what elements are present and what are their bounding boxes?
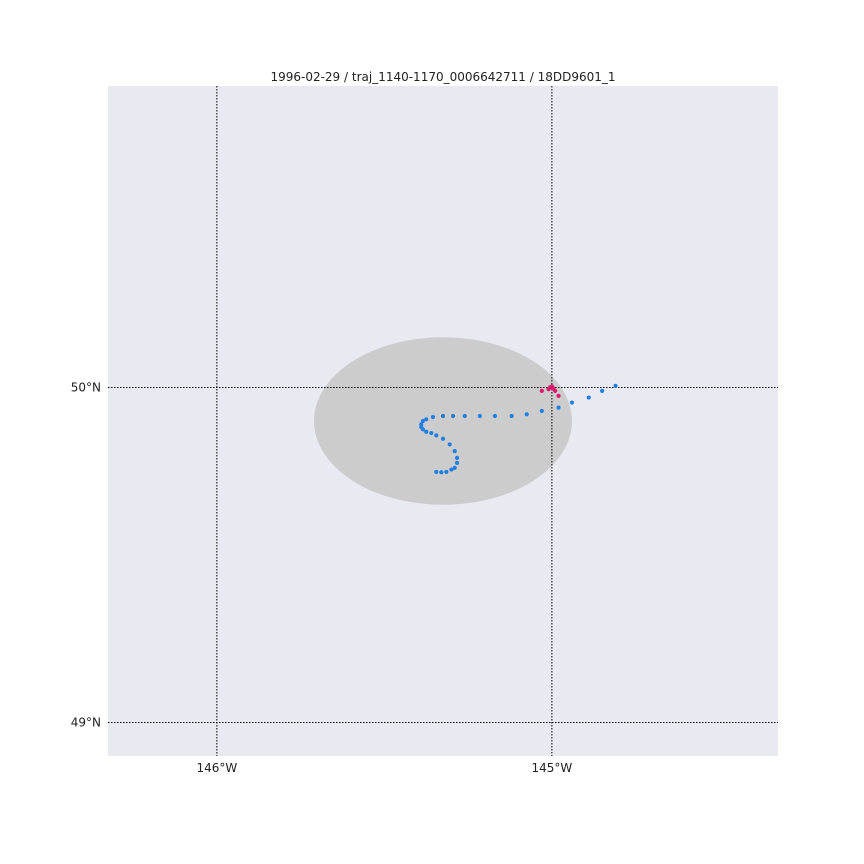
trajectory-point-series-0 xyxy=(444,469,449,475)
trajectory-point-series-0 xyxy=(454,455,460,460)
trajectory-point-series-0 xyxy=(462,413,467,419)
trajectory-point-series-0 xyxy=(450,413,456,419)
trajectory-points xyxy=(419,383,618,475)
trajectory-point-series-0 xyxy=(420,427,425,432)
trajectory-point-series-0 xyxy=(556,405,561,410)
trajectory-point-series-0 xyxy=(452,449,457,454)
trajectory-point-series-0 xyxy=(449,467,454,472)
trajectory-point-series-0 xyxy=(440,436,446,441)
trajectory-point-series-0 xyxy=(424,417,429,422)
lat-tick-label: 49°N xyxy=(71,716,101,730)
trajectory-point-series-0 xyxy=(420,418,425,424)
trajectory-point-series-0 xyxy=(586,395,591,400)
trajectory-point-series-0 xyxy=(424,429,429,434)
trajectory-point-series-0 xyxy=(452,465,457,470)
trajectory-point-series-0 xyxy=(600,388,605,393)
trajectory-point-series-0 xyxy=(434,433,439,438)
lon-tick-label: 145°W xyxy=(531,761,572,775)
axis-tick-labels: 146°W 145°W 50°N 49°N xyxy=(71,381,573,776)
lat-tick-label: 50°N xyxy=(71,381,101,395)
trajectory-point-series-0 xyxy=(477,413,482,419)
trajectory-point-series-1 xyxy=(546,387,551,392)
map-title: 1996-02-29 / traj_1140-1170_0006642711 /… xyxy=(270,70,615,84)
trajectory-point-series-0 xyxy=(539,408,544,414)
trajectory-point-series-0 xyxy=(454,460,460,465)
trajectory-point-series-0 xyxy=(569,400,575,405)
trajectory-point-series-0 xyxy=(509,413,514,419)
trajectory-point-series-0 xyxy=(434,469,439,475)
trajectory-point-series-0 xyxy=(524,412,529,417)
region-ellipse xyxy=(314,337,572,505)
trajectory-point-series-0 xyxy=(439,470,444,475)
lon-tick-label: 146°W xyxy=(196,761,237,775)
trajectory-point-series-1 xyxy=(539,388,544,393)
gridlines xyxy=(108,86,778,756)
trajectory-point-series-0 xyxy=(429,430,434,436)
trajectory-point-series-1 xyxy=(556,393,561,398)
trajectory-point-series-0 xyxy=(447,442,452,447)
trajectory-point-series-0 xyxy=(613,383,618,388)
trajectory-point-series-0 xyxy=(430,414,436,420)
trajectory-point-series-0 xyxy=(440,413,446,419)
trajectory-point-series-0 xyxy=(492,413,498,419)
